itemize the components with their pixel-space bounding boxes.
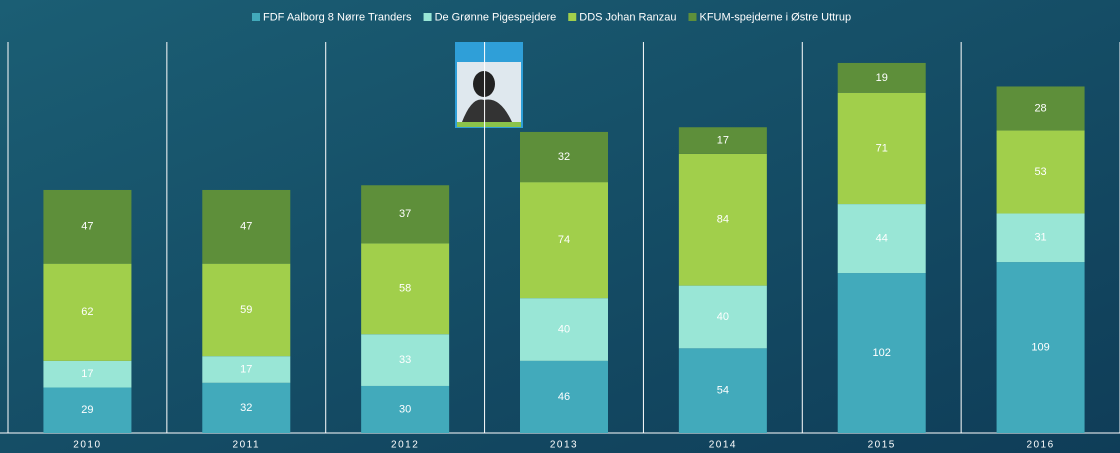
data-label: 47: [81, 221, 93, 233]
data-label: 33: [399, 354, 411, 366]
bar-segment: [996, 262, 1085, 433]
legend-label: DDS Johan Ranzau: [579, 11, 676, 23]
data-label: 58: [399, 283, 411, 295]
bar-segment: [202, 356, 291, 383]
data-label: 40: [717, 311, 729, 323]
data-label: 84: [717, 214, 729, 226]
bar-segment: [837, 62, 926, 93]
data-label: 53: [1034, 166, 1046, 178]
x-tick-label: 2016: [1026, 440, 1054, 451]
data-label: 46: [558, 391, 570, 403]
bar-segment: [361, 385, 450, 433]
bar-segment: [361, 185, 450, 244]
data-label: 30: [399, 403, 411, 415]
legend-label: De Grønne Pigespejdere: [435, 11, 557, 23]
bar-segment: [202, 382, 291, 433]
bar-segment: [996, 130, 1085, 214]
data-label: 109: [1031, 341, 1049, 353]
bar-segment: [996, 213, 1085, 263]
legend-swatch: [423, 13, 432, 21]
bar-segment: [678, 153, 767, 286]
legend-label: FDF Aalborg 8 Nørre Tranders: [263, 11, 412, 23]
data-label: 47: [240, 221, 252, 233]
bar-segment: [520, 298, 608, 361]
legend-label: KFUM-spejderne i Østre Uttrup: [699, 11, 851, 23]
data-label: 17: [717, 134, 729, 146]
data-label: 31: [1034, 232, 1046, 244]
data-label: 19: [876, 72, 888, 84]
x-tick-label: 2012: [391, 440, 419, 451]
data-label: 54: [717, 385, 729, 397]
data-label: 74: [558, 234, 570, 246]
x-tick-label: 2015: [868, 440, 896, 451]
legend-swatch: [252, 13, 260, 21]
data-label: 62: [81, 306, 93, 318]
data-label: 32: [558, 151, 570, 163]
data-label: 59: [240, 304, 252, 316]
data-label: 44: [876, 232, 888, 244]
data-label: 29: [81, 404, 93, 416]
x-tick-label: 2014: [709, 440, 737, 451]
x-tick-label: 2011: [233, 440, 261, 451]
bar-segment: [520, 131, 608, 183]
bar-segment: [361, 243, 450, 335]
x-tick-label: 2013: [550, 440, 578, 451]
data-label: 32: [240, 402, 252, 414]
data-label: 17: [240, 363, 252, 375]
data-label: 71: [876, 142, 888, 154]
bar-segment: [361, 334, 450, 386]
bar-segment: [43, 189, 132, 264]
legend-swatch: [568, 13, 577, 21]
bar-segment: [996, 86, 1085, 131]
bar-segment: [678, 285, 767, 349]
bar-segment: [43, 360, 132, 388]
data-label: 40: [558, 323, 570, 335]
bar-segment: [837, 204, 926, 274]
data-label: 102: [873, 347, 891, 359]
data-label: 28: [1034, 102, 1046, 114]
bar-segment: [202, 263, 291, 357]
bar-segment: [202, 189, 291, 264]
data-label: 37: [399, 208, 411, 220]
bar-segment: [43, 263, 132, 361]
data-label: 17: [81, 368, 93, 380]
bar-segment: [837, 92, 926, 205]
x-tick-label: 2010: [73, 440, 101, 451]
bar-segment: [678, 348, 767, 433]
bar-segment: [678, 127, 767, 154]
legend: FDF Aalborg 8 Nørre Tranders De Grønne Pi…: [252, 11, 851, 23]
bar-segment: [520, 360, 608, 433]
bar-segment: [837, 273, 926, 433]
bar-segment: [520, 182, 608, 299]
bar-segment: [43, 387, 132, 433]
legend-swatch: [688, 13, 697, 21]
photo: [455, 42, 523, 128]
